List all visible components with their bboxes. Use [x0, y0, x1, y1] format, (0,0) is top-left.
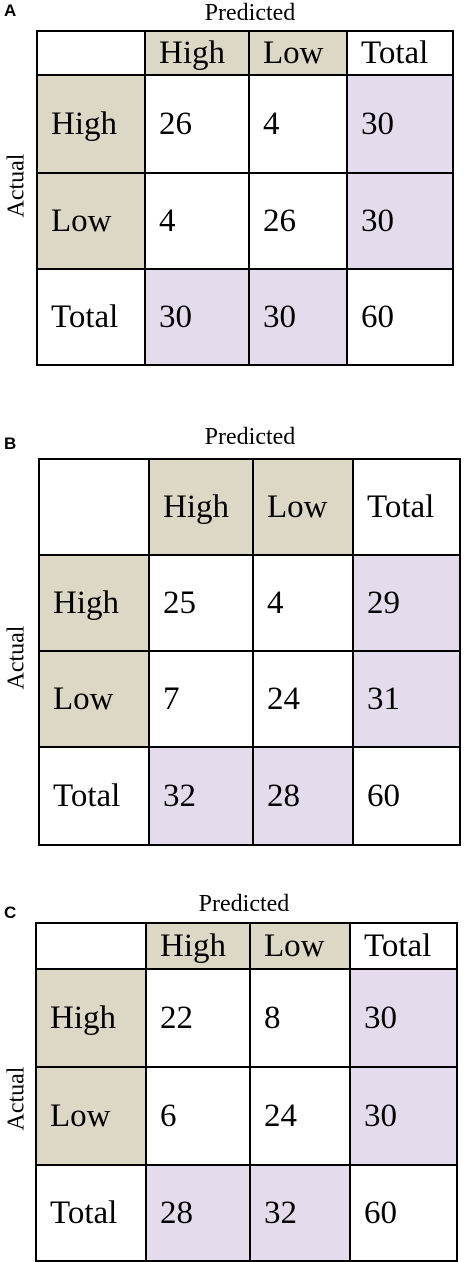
table-row: High 25 4 29	[38, 554, 461, 652]
col-header-low: Low	[252, 458, 354, 556]
confusion-matrix-table-b: High Low Total High 25 4 29 Low 7 24 31 …	[38, 458, 461, 846]
actual-axis-label-a: Actual	[3, 153, 30, 218]
actual-axis-label-b: Actual	[3, 625, 30, 690]
cell-low-total: 30	[349, 1066, 458, 1166]
panel-letter-c: C	[4, 903, 17, 922]
header-row: High Low Total	[38, 458, 461, 556]
cell-low-total: 30	[346, 172, 454, 270]
cell-total-high: 32	[148, 746, 254, 846]
row-header-total: Total	[35, 1164, 147, 1262]
header-row: High Low Total	[35, 922, 458, 970]
cell-high-low: 4	[252, 554, 354, 652]
cell-low-high: 7	[148, 650, 254, 748]
row-header-high: High	[38, 554, 150, 652]
header-row: High Low Total	[36, 30, 454, 76]
cell-low-high: 6	[145, 1066, 251, 1166]
cell-high-total: 30	[346, 74, 454, 174]
table-row: High 22 8 30	[35, 968, 458, 1068]
predicted-axis-label-b: Predicted	[204, 424, 296, 450]
table-row: Total 30 30 60	[36, 268, 454, 366]
cell-total-low: 30	[248, 268, 348, 366]
panel-letter-b: B	[4, 434, 17, 453]
cell-total-high: 28	[145, 1164, 251, 1262]
cell-grand-total: 60	[349, 1164, 458, 1262]
cell-high-total: 29	[352, 554, 461, 652]
row-header-low: Low	[38, 650, 150, 748]
cell-low-low: 24	[249, 1066, 351, 1166]
cell-high-low: 8	[249, 968, 351, 1068]
cell-grand-total: 60	[352, 746, 461, 846]
cell-low-high: 4	[144, 172, 250, 270]
cell-total-low: 28	[252, 746, 354, 846]
cell-high-high: 25	[148, 554, 254, 652]
col-header-total: Total	[349, 922, 458, 970]
table-row: Total 32 28 60	[38, 746, 461, 846]
cell-total-high: 30	[144, 268, 250, 366]
predicted-axis-label-a: Predicted	[204, 0, 296, 26]
actual-axis-label-c: Actual	[3, 1066, 30, 1131]
row-header-low: Low	[36, 172, 146, 270]
table-row: Low 7 24 31	[38, 650, 461, 748]
cell-low-total: 31	[352, 650, 461, 748]
row-header-total: Total	[38, 746, 150, 846]
row-header-total: Total	[36, 268, 146, 366]
cell-low-low: 24	[252, 650, 354, 748]
col-header-low: Low	[249, 922, 351, 970]
col-header-high: High	[145, 922, 251, 970]
cell-grand-total: 60	[346, 268, 454, 366]
confusion-matrix-table-a: High Low Total High 26 4 30 Low 4 26 30 …	[36, 30, 454, 366]
col-header-high: High	[148, 458, 254, 556]
cell-high-total: 30	[349, 968, 458, 1068]
row-header-low: Low	[35, 1066, 147, 1166]
col-header-high: High	[144, 30, 250, 76]
corner-cell	[35, 922, 147, 970]
confusion-matrix-table-c: High Low Total High 22 8 30 Low 6 24 30 …	[35, 922, 458, 1262]
table-row: Low 6 24 30	[35, 1066, 458, 1166]
cell-high-high: 22	[145, 968, 251, 1068]
cell-total-low: 32	[249, 1164, 351, 1262]
col-header-total: Total	[352, 458, 461, 556]
cell-high-high: 26	[144, 74, 250, 174]
panel-letter-a: A	[4, 1, 17, 20]
col-header-total: Total	[346, 30, 454, 76]
table-row: Total 28 32 60	[35, 1164, 458, 1262]
table-row: Low 4 26 30	[36, 172, 454, 270]
corner-cell	[38, 458, 150, 556]
row-header-high: High	[36, 74, 146, 174]
corner-cell	[36, 30, 146, 76]
cell-high-low: 4	[248, 74, 348, 174]
predicted-axis-label-c: Predicted	[198, 891, 290, 917]
cell-low-low: 26	[248, 172, 348, 270]
row-header-high: High	[35, 968, 147, 1068]
table-row: High 26 4 30	[36, 74, 454, 174]
col-header-low: Low	[248, 30, 348, 76]
